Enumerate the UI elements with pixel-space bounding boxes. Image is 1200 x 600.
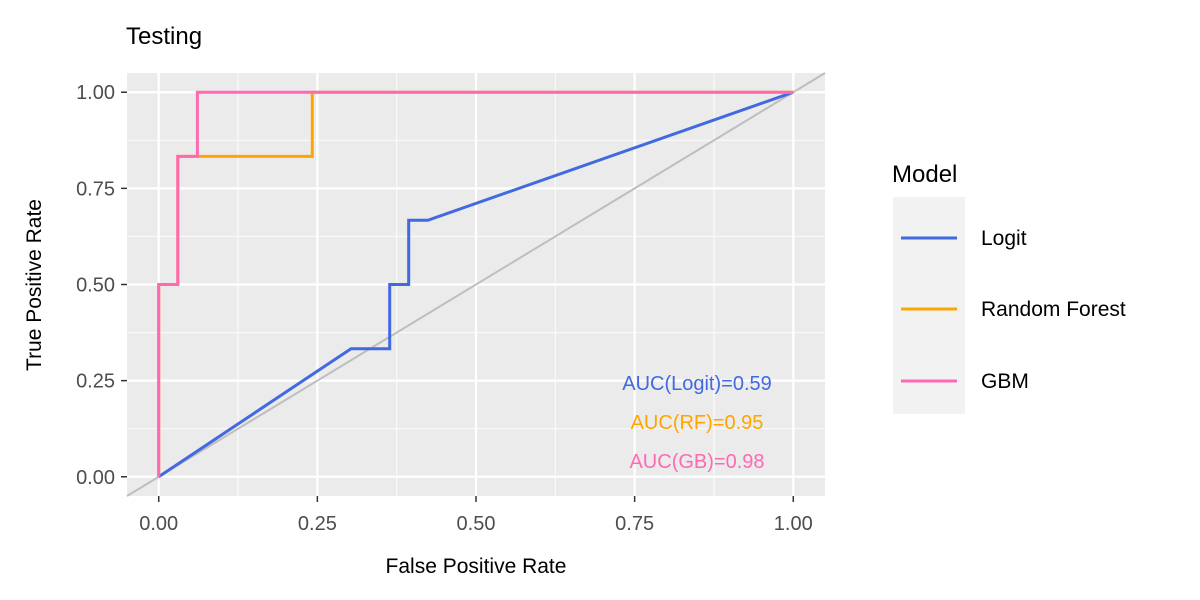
auc-annotation: AUC(GB)=0.98 xyxy=(629,451,764,473)
x-axis-title: False Positive Rate xyxy=(386,555,567,578)
y-tick-label: 0.25 xyxy=(76,371,115,393)
auc-annotations: AUC(Logit)=0.59 AUC(RF)=0.95 AUC(GB)=0.98 xyxy=(622,373,772,473)
x-tick-label: 0.50 xyxy=(457,513,496,535)
y-tick-label: 0.75 xyxy=(76,178,115,200)
x-tick-label: 0.25 xyxy=(298,513,337,535)
roc-curve-gbm xyxy=(157,90,794,477)
y-tick-label: 0.00 xyxy=(76,467,115,489)
x-axis: 0.00 0.25 0.50 0.75 1.00 xyxy=(139,496,813,535)
diagonal-reference-line xyxy=(126,72,826,497)
legend-label: Logit xyxy=(981,227,1027,250)
x-tick-label: 0.75 xyxy=(615,513,654,535)
auc-annotation: AUC(RF)=0.95 xyxy=(631,412,764,434)
legend-key-background xyxy=(893,197,965,414)
roc-curve-logit xyxy=(157,90,794,479)
y-axis: 0.00 0.25 0.50 0.75 1.00 xyxy=(76,82,127,489)
x-tick-label: 0.00 xyxy=(139,513,178,535)
legend-label: Random Forest xyxy=(981,298,1126,321)
roc-curves xyxy=(157,90,794,479)
legend: Model Logit Random Forest GBM xyxy=(892,161,1126,414)
x-tick-label: 1.00 xyxy=(774,513,813,535)
y-axis-title: True Positive Rate xyxy=(23,199,46,371)
legend-label: GBM xyxy=(981,370,1029,393)
y-tick-label: 0.50 xyxy=(76,275,115,297)
legend-title: Model xyxy=(892,161,957,188)
y-tick-label: 1.00 xyxy=(76,82,115,104)
auc-annotation: AUC(Logit)=0.59 xyxy=(622,373,772,395)
chart-title: Testing xyxy=(126,23,202,50)
